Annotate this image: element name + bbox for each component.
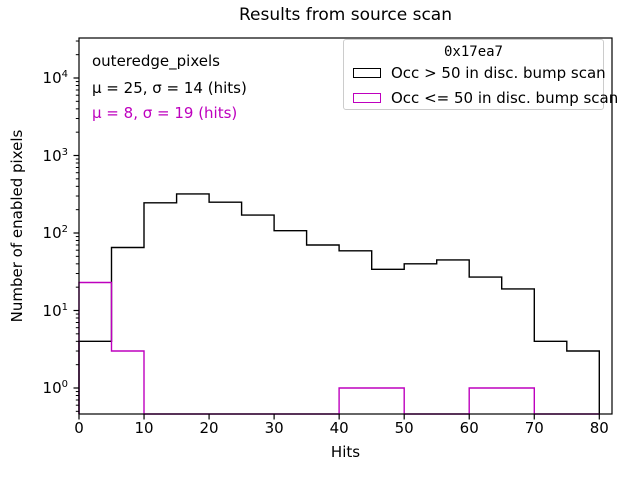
legend-entry-label-occ-le-50: Occ <= 50 in disc. bump scan	[391, 89, 619, 107]
y-axis-label: Number of enabled pixels	[8, 129, 26, 323]
y-tick-label: 104	[42, 69, 68, 87]
legend-swatch-occ-le-50	[353, 93, 381, 103]
plot-spines	[78, 37, 613, 415]
x-tick-label: 40	[330, 419, 349, 437]
legend-swatch-occ-gt-50	[353, 68, 381, 78]
annotation-dataset-name: outeredge_pixels	[92, 52, 220, 70]
x-tick-label: 50	[395, 419, 414, 437]
y-tick-label: 102	[42, 224, 68, 242]
x-axis-ticks: 0 10 20 30 40 50 60 70 80	[74, 414, 609, 437]
chart-title: Results from source scan	[238, 5, 452, 25]
legend-entry-label-occ-gt-50: Occ > 50 in disc. bump scan	[391, 64, 606, 82]
y-tick-label: 103	[42, 146, 68, 165]
y-tick-label: 101	[42, 301, 68, 320]
y-axis-ticks	[73, 40, 79, 412]
x-tick-label: 10	[134, 419, 153, 437]
legend: 0x17ea7 Occ > 50 in disc. bump scan Occ …	[343, 39, 618, 110]
x-tick-label: 0	[74, 419, 84, 437]
annotation-stats-occ-le-50: μ = 8, σ = 19 (hits)	[92, 104, 238, 122]
x-tick-label: 80	[590, 419, 609, 437]
histogram-series-1	[78, 281, 600, 415]
x-tick-label: 20	[200, 419, 219, 437]
legend-title: 0x17ea7	[443, 44, 503, 60]
x-tick-label: 30	[265, 419, 284, 437]
x-tick-label: 70	[525, 419, 544, 437]
histogram-series-0	[78, 193, 600, 414]
y-tick-label: 100	[42, 379, 68, 397]
annotation-stats-occ-gt-50: μ = 25, σ = 14 (hits)	[92, 79, 247, 97]
x-axis-label: Hits	[330, 443, 361, 461]
x-tick-label: 60	[460, 419, 479, 437]
